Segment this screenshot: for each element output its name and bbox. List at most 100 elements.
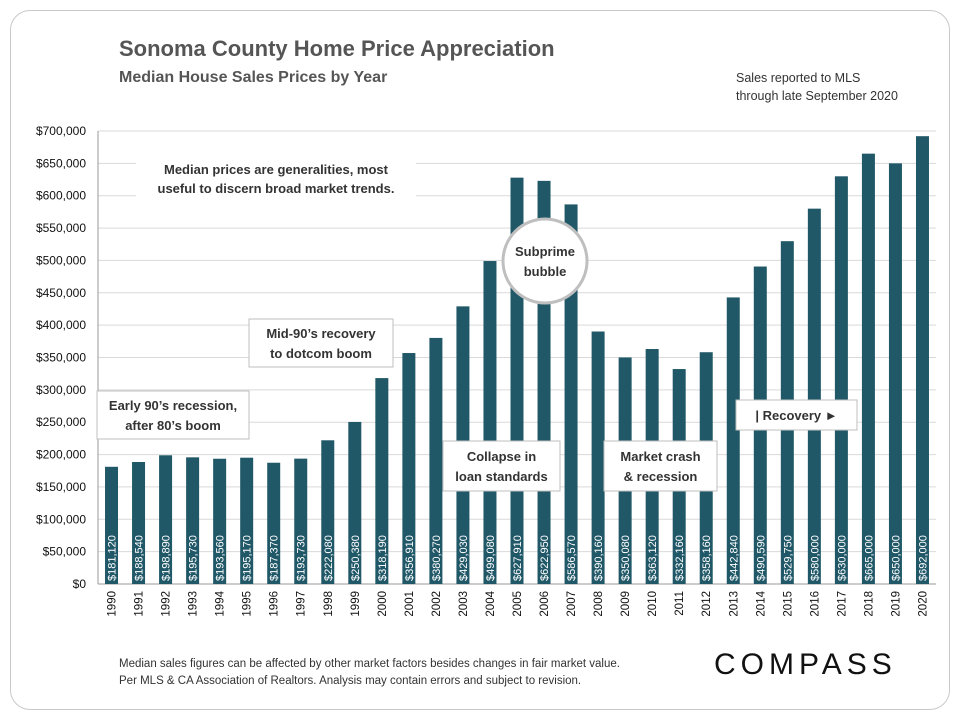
bar-value-label: $380,270 — [431, 535, 443, 581]
bar-value-label: $332,160 — [674, 535, 686, 581]
annotation-crash: Market crash & recession — [603, 440, 718, 492]
bar — [483, 261, 497, 584]
annotation-text: loan standards — [455, 469, 547, 484]
bar-value-label: $390,160 — [593, 535, 605, 581]
data-source-note: Sales reported to MLS through late Septe… — [736, 69, 898, 105]
y-tick-label: $150,000 — [36, 480, 86, 494]
annotation-text: Early 90’s recession, — [109, 398, 237, 413]
x-tick-label: 2013 — [728, 591, 740, 617]
bar-value-label: $442,840 — [728, 535, 740, 581]
annotation-recovery: | Recovery ► — [735, 399, 858, 431]
x-tick-label: 2011 — [674, 591, 686, 616]
y-tick-label: $100,000 — [36, 512, 86, 526]
x-tick-label: 1992 — [161, 591, 173, 617]
x-tick-label: 2002 — [431, 591, 443, 617]
bar — [861, 153, 875, 584]
bar — [834, 176, 848, 585]
annotation-text: Mid-90’s recovery — [266, 326, 376, 341]
bar — [591, 331, 605, 584]
annotation-collapse: Collapse in loan standards — [442, 440, 561, 492]
bar-value-label: $222,080 — [323, 535, 335, 581]
y-tick-label: $0 — [73, 577, 87, 591]
annotation-text: useful to discern broad market trends. — [158, 181, 395, 196]
bar-value-label: $622,950 — [539, 535, 551, 581]
x-tick-label: 1999 — [350, 591, 362, 617]
x-tick-label: 2001 — [404, 591, 416, 617]
y-tick-label: $350,000 — [36, 351, 86, 365]
x-tick-label: 2006 — [539, 591, 551, 617]
annotation-subprime: Subprime bubble — [501, 217, 589, 305]
x-tick-label: 1997 — [296, 591, 308, 617]
x-axis-ticks: 1990 1991 1992 1993 1994 1995 1996 1997 1998 1999… — [107, 590, 930, 616]
annotation-text: Collapse in — [467, 449, 536, 464]
y-tick-label: $200,000 — [36, 448, 86, 462]
bar-value-label: $650,000 — [890, 535, 902, 581]
data-source-note-line1: Sales reported to MLS — [736, 71, 861, 85]
x-tick-label: 2005 — [512, 591, 524, 617]
annotation-box — [248, 318, 394, 368]
y-tick-label: $400,000 — [36, 318, 86, 332]
bar — [321, 440, 335, 584]
annotation-box — [603, 440, 718, 492]
annotation-box — [442, 440, 561, 492]
y-tick-label: $50,000 — [43, 545, 87, 559]
bar-value-label: $318,190 — [377, 535, 389, 581]
x-tick-label: 1991 — [134, 591, 146, 617]
x-tick-label: 2019 — [890, 591, 902, 617]
bar-value-label: $195,170 — [242, 535, 254, 581]
bar — [564, 204, 578, 585]
bar — [888, 163, 902, 584]
bar-value-label: $356,910 — [404, 535, 416, 581]
annotation-median-note: Median prices are generalities, most usef… — [136, 154, 416, 202]
y-tick-label: $550,000 — [36, 221, 86, 235]
x-tick-label: 1995 — [242, 591, 254, 617]
annotation-text: bubble — [524, 264, 567, 279]
bar-value-label: $193,730 — [296, 535, 308, 581]
footer-line1: Median sales figures can be affected by … — [119, 658, 620, 670]
footer-note: Median sales figures can be affected by … — [119, 656, 620, 690]
bar-value-label: $499,080 — [485, 535, 497, 581]
x-tick-label: 2000 — [377, 591, 389, 617]
bar-value-label: $429,030 — [458, 535, 470, 581]
bar-value-label: $187,370 — [269, 535, 281, 581]
x-tick-label: 2017 — [836, 591, 848, 617]
bar — [294, 458, 308, 584]
annotation-text: Subprime — [515, 244, 575, 259]
annotation-text: & recession — [624, 469, 698, 484]
x-tick-label: 2004 — [485, 590, 497, 616]
bar — [159, 455, 173, 584]
x-tick-label: 2014 — [755, 590, 767, 616]
y-tick-label: $700,000 — [36, 124, 86, 138]
y-tick-label: $250,000 — [36, 415, 86, 429]
x-tick-label: 2010 — [647, 591, 659, 617]
bar-value-label: $490,590 — [755, 535, 767, 581]
bar-value-label: $692,000 — [917, 535, 929, 581]
bar — [348, 421, 362, 584]
y-tick-label: $450,000 — [36, 286, 86, 300]
footer-line2: Per MLS & CA Association of Realtors. An… — [119, 675, 582, 687]
bars: $181,120 $188,540 $198,890 $195,730 $193,560… — [105, 136, 929, 585]
bar-value-label: $181,120 — [107, 535, 119, 581]
bar-value-label: $580,000 — [809, 535, 821, 581]
chart-subtitle: Median House Sales Prices by Year — [119, 69, 388, 86]
bar — [132, 461, 146, 584]
annotation-box — [136, 154, 416, 202]
bar-value-label: $350,080 — [620, 535, 632, 581]
bar-value-label: $630,000 — [836, 535, 848, 581]
annotations: Median prices are generalities, most usef… — [96, 154, 858, 492]
bar-value-label: $193,560 — [215, 535, 227, 581]
annotation-text: Median prices are generalities, most — [164, 162, 389, 177]
x-tick-label: 2009 — [620, 591, 632, 617]
annotation-circle — [501, 217, 589, 305]
bar-value-label: $198,890 — [161, 535, 173, 581]
bar-value-label: $188,540 — [134, 535, 146, 581]
bar — [105, 466, 119, 584]
bar — [240, 457, 254, 584]
bar-value-label: $665,000 — [863, 535, 875, 581]
y-axis-ticks: $0 $50,000 $100,000 $150,000 $200,000 $250,00… — [36, 124, 86, 591]
x-tick-label: 2015 — [782, 591, 794, 617]
x-tick-label: 1996 — [269, 591, 281, 617]
x-tick-label: 1990 — [107, 591, 119, 617]
bar-value-label: $586,570 — [566, 535, 578, 581]
y-tick-label: $600,000 — [36, 189, 86, 203]
